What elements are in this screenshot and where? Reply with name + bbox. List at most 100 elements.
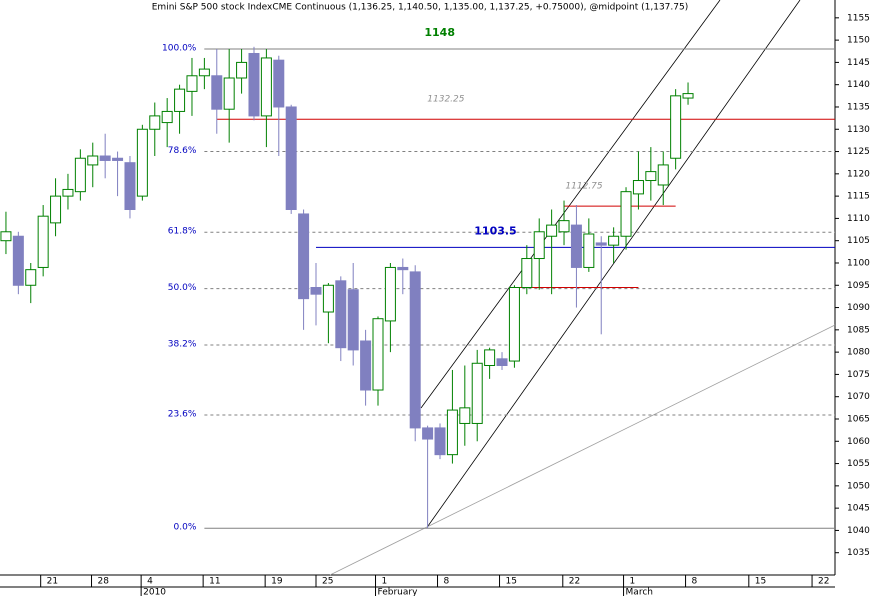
y-tick-label: 1045 bbox=[847, 504, 870, 514]
y-tick-label: 1120 bbox=[847, 169, 870, 179]
fib-label: 78.6% bbox=[168, 146, 197, 156]
y-tick-label: 1155 bbox=[847, 13, 870, 23]
candle-body bbox=[496, 358, 508, 367]
x-tick-label: 19 bbox=[271, 577, 283, 587]
month-label: 2010 bbox=[143, 588, 166, 596]
candle-body bbox=[50, 195, 62, 224]
candle-body bbox=[583, 233, 595, 268]
candle-body bbox=[0, 231, 12, 242]
y-tick-label: 1130 bbox=[847, 125, 870, 135]
candle-body bbox=[347, 289, 359, 351]
y-tick-label: 1110 bbox=[847, 214, 870, 224]
y-tick-label: 1040 bbox=[847, 526, 870, 536]
x-tick-label: 22 bbox=[569, 577, 580, 587]
x-tick-label: 22 bbox=[818, 577, 829, 587]
level-label: 1148 bbox=[424, 26, 455, 39]
candle-body bbox=[87, 155, 99, 166]
candle-body bbox=[25, 269, 37, 286]
candle-body bbox=[595, 242, 607, 246]
level-label: 1132.25 bbox=[427, 95, 464, 105]
y-tick-label: 1085 bbox=[847, 325, 870, 335]
y-tick-label: 1035 bbox=[847, 548, 870, 558]
y-tick-label: 1065 bbox=[847, 414, 870, 424]
candle-body bbox=[124, 162, 136, 210]
candle-body bbox=[149, 115, 161, 130]
candle-body bbox=[409, 271, 421, 429]
candle-body bbox=[322, 284, 334, 313]
y-tick-label: 1095 bbox=[847, 281, 870, 291]
fib-label: 38.2% bbox=[168, 340, 197, 350]
month-label: March bbox=[626, 588, 653, 596]
y-tick-label: 1135 bbox=[847, 102, 870, 112]
candle-body bbox=[508, 287, 520, 362]
x-tick-label: 25 bbox=[322, 577, 333, 587]
y-tick-label: 1105 bbox=[847, 236, 870, 246]
candle-body bbox=[99, 155, 111, 161]
candle-body bbox=[546, 224, 558, 237]
trend-line bbox=[329, 324, 836, 576]
chart-title: Emini S&P 500 stock IndexCME Continuous … bbox=[152, 3, 688, 13]
candle-body bbox=[12, 235, 24, 286]
candle-body bbox=[632, 180, 644, 195]
candle-body bbox=[211, 75, 223, 110]
candle-body bbox=[198, 68, 210, 77]
candle-body bbox=[285, 106, 297, 210]
x-tick-label: 8 bbox=[692, 577, 698, 587]
y-tick-label: 1060 bbox=[847, 437, 870, 447]
channel-line bbox=[420, 0, 721, 409]
candle-body bbox=[174, 88, 186, 112]
candle-body bbox=[446, 409, 458, 456]
x-tick-label: 21 bbox=[47, 577, 58, 587]
y-tick-label: 1090 bbox=[847, 303, 870, 313]
y-tick-label: 1100 bbox=[847, 258, 870, 268]
candle-body bbox=[608, 235, 620, 246]
candle-body bbox=[223, 77, 235, 110]
candle-body bbox=[298, 213, 310, 300]
candle-body bbox=[372, 318, 384, 391]
y-tick-label: 1050 bbox=[847, 481, 870, 491]
candle-body bbox=[434, 427, 446, 456]
x-tick-label: 28 bbox=[98, 577, 110, 587]
fib-label: 0.0% bbox=[174, 523, 197, 533]
y-tick-label: 1075 bbox=[847, 370, 870, 380]
candle-body bbox=[521, 258, 533, 288]
candle-body bbox=[310, 287, 322, 295]
y-tick-label: 1150 bbox=[847, 36, 870, 46]
candle-body bbox=[384, 266, 396, 322]
candle-body bbox=[37, 215, 49, 268]
candle-body bbox=[248, 52, 260, 117]
x-tick-label: 4 bbox=[147, 577, 153, 587]
candle-body bbox=[657, 164, 669, 186]
x-tick-label: 11 bbox=[209, 577, 220, 587]
candle-body bbox=[570, 224, 582, 268]
candle-body bbox=[533, 231, 545, 260]
fib-label: 61.8% bbox=[168, 227, 197, 237]
candle-body bbox=[670, 95, 682, 159]
y-tick-label: 1080 bbox=[847, 348, 870, 358]
candle-body bbox=[62, 188, 74, 197]
candle-body bbox=[459, 407, 471, 424]
candle-body bbox=[558, 220, 570, 233]
candle-body bbox=[335, 280, 347, 349]
candle-body bbox=[273, 59, 285, 108]
fib-label: 100.0% bbox=[162, 44, 197, 54]
candle-body bbox=[645, 171, 657, 182]
channel-line bbox=[427, 0, 801, 527]
fib-label: 23.6% bbox=[168, 409, 197, 419]
candle-body bbox=[74, 157, 86, 193]
candle-body bbox=[422, 427, 434, 440]
candle-body bbox=[397, 266, 409, 271]
y-tick-label: 1145 bbox=[847, 58, 870, 68]
candle-body bbox=[682, 93, 694, 99]
fib-label: 50.0% bbox=[168, 283, 197, 293]
x-tick-label: 1 bbox=[382, 577, 388, 587]
candle-body bbox=[260, 57, 272, 117]
y-tick-label: 1055 bbox=[847, 459, 870, 469]
y-tick-label: 1115 bbox=[847, 192, 870, 202]
x-tick-label: 15 bbox=[506, 577, 517, 587]
candle-body bbox=[620, 191, 632, 237]
candle-body bbox=[186, 75, 198, 92]
y-tick-label: 1125 bbox=[847, 147, 870, 157]
candle-body bbox=[360, 340, 372, 391]
